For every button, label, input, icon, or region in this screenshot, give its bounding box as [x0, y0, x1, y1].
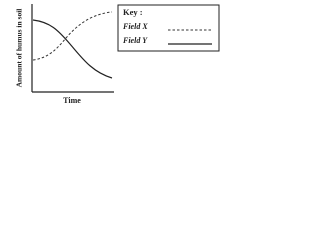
page: {"y_axis_label": "Amount of humus in soi… — [0, 0, 320, 107]
field-y-curve — [32, 19, 113, 79]
field-x-curve — [32, 11, 113, 61]
x-axis-label: Time — [63, 96, 81, 105]
key-title: Key : — [123, 7, 143, 17]
key-entry: Field Y — [122, 36, 148, 45]
key-box — [117, 4, 220, 52]
key-entry: Field X — [122, 22, 148, 31]
y-axis-label: Amount of humus in soil — [15, 9, 24, 88]
diagram: Amount of humus in soil Time Key : Field… — [15, 4, 220, 105]
